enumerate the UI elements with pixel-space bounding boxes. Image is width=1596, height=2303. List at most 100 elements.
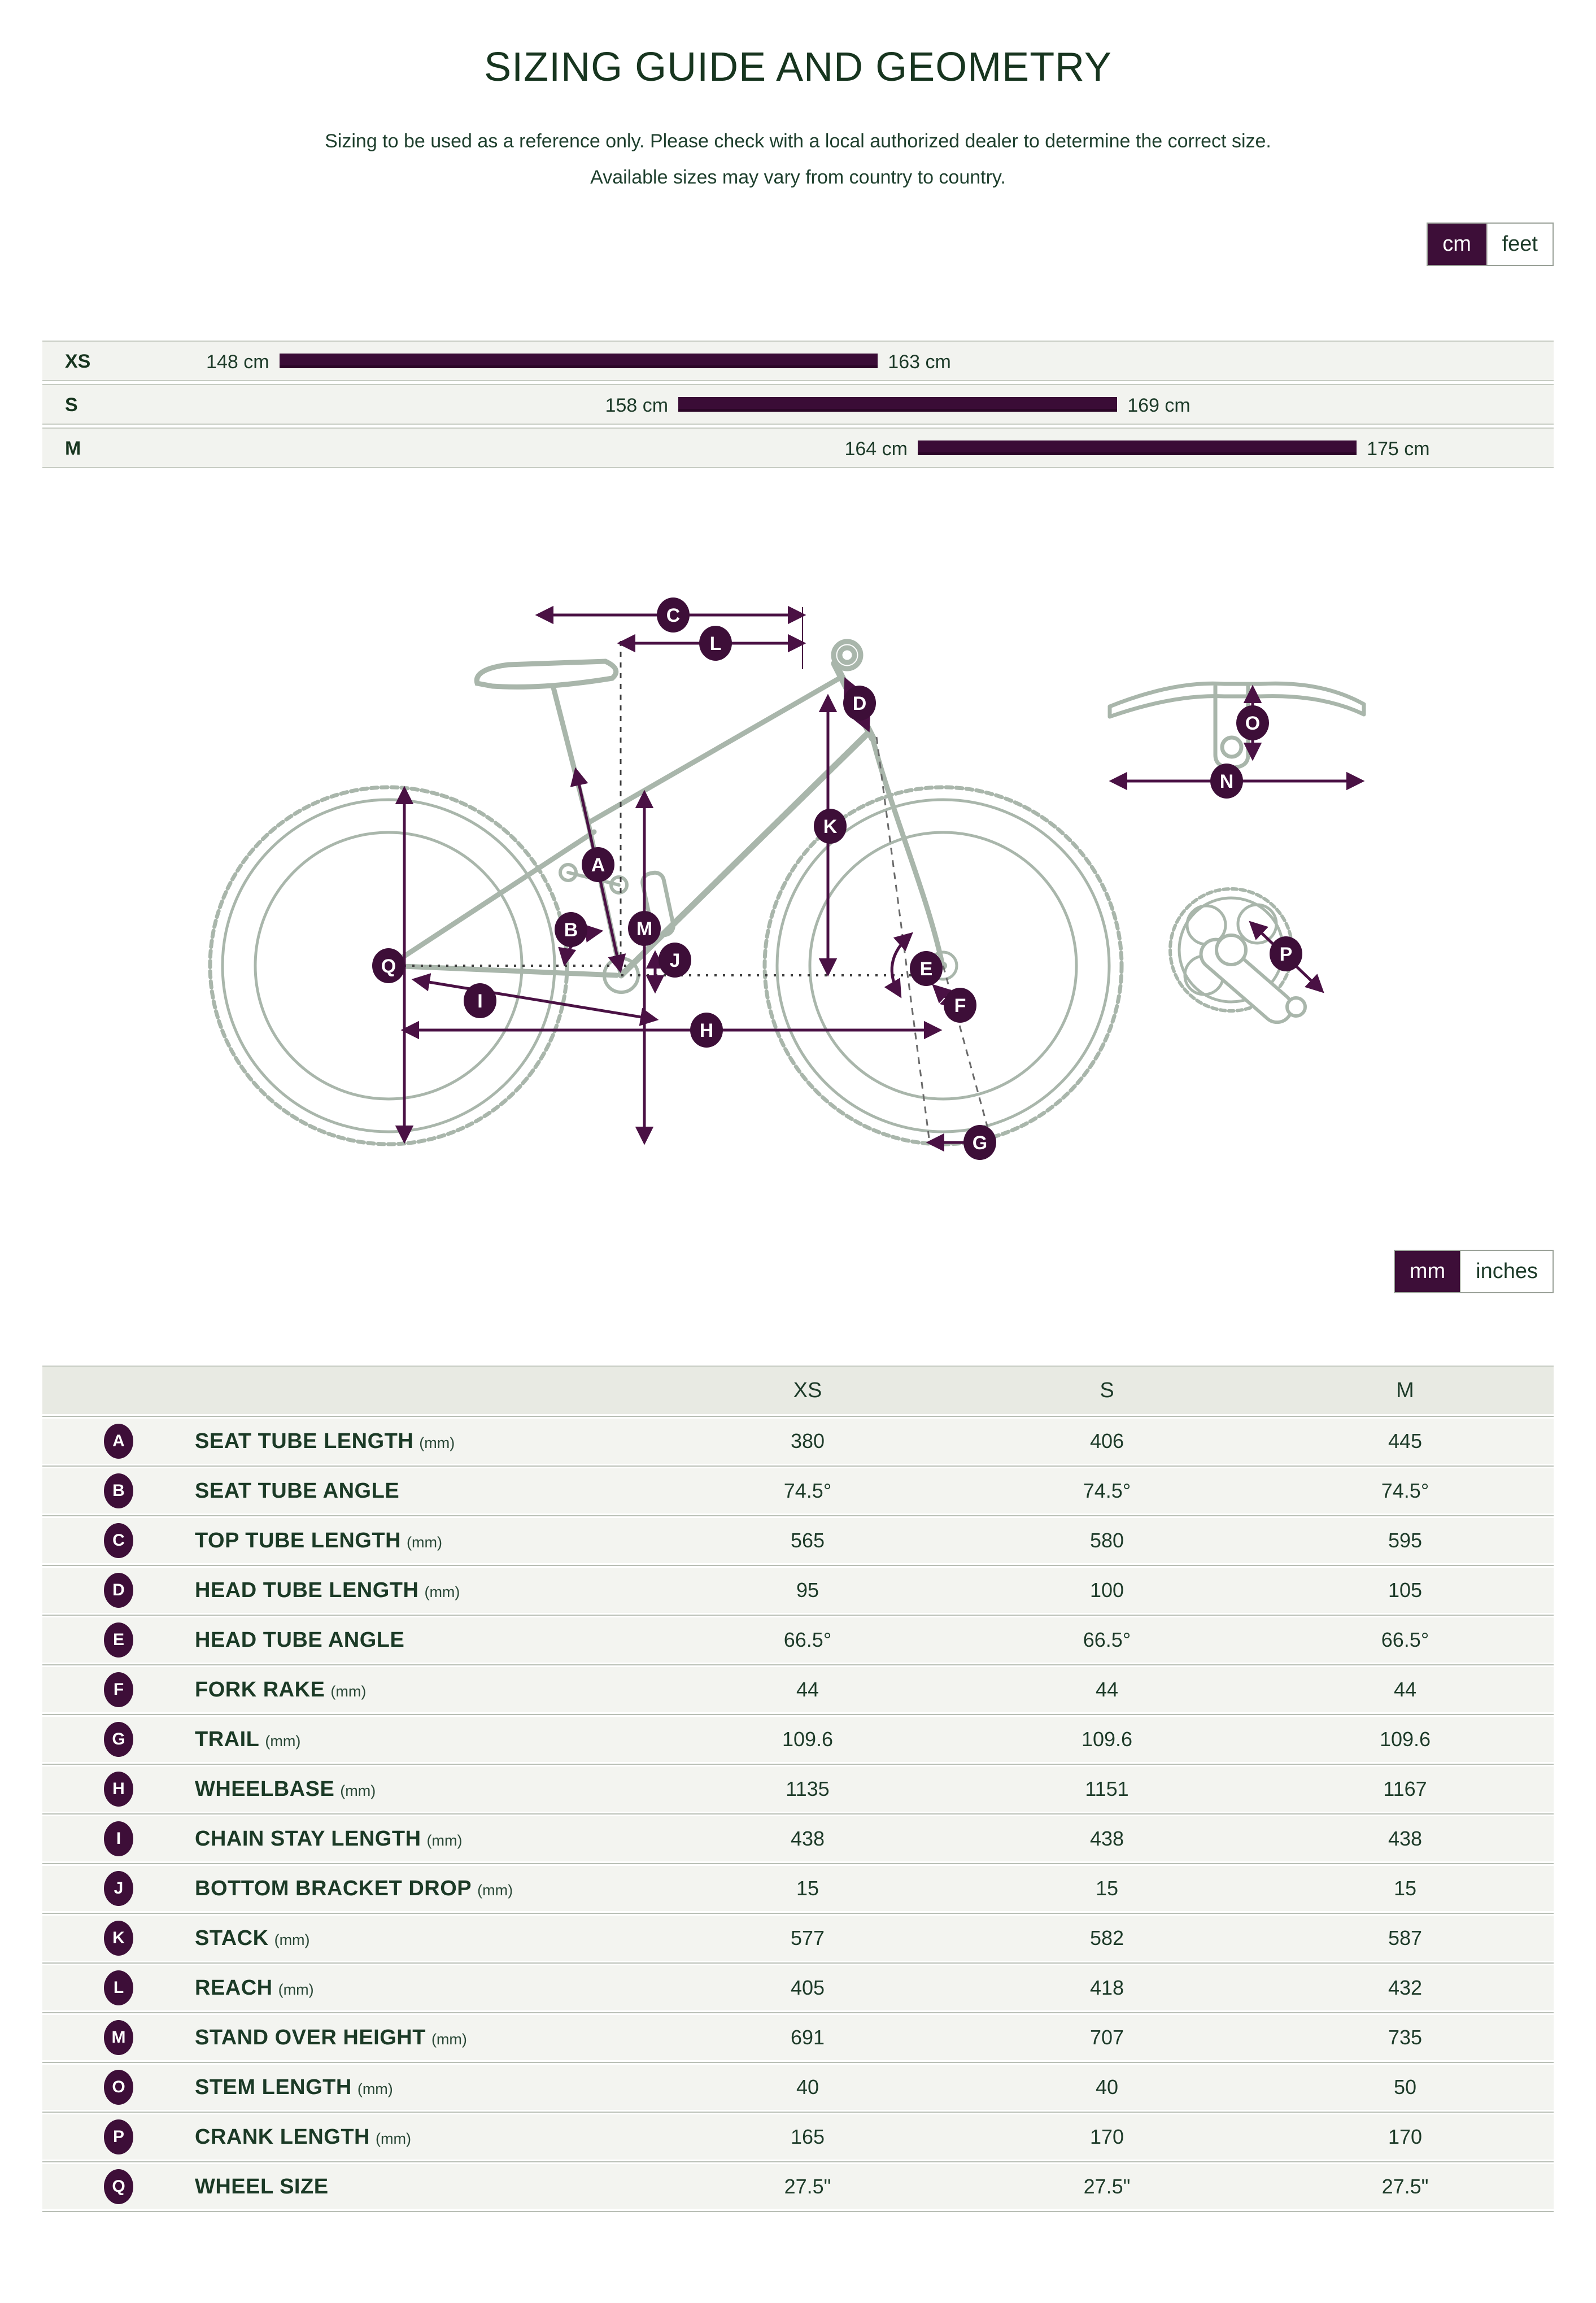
row-value: 40 <box>796 2075 819 2099</box>
row-unit: (mm) <box>357 2080 393 2097</box>
table-separator <box>42 2060 1554 2065</box>
table-separator <box>42 1663 1554 1667</box>
row-label: STEM LENGTH <box>195 2075 352 2099</box>
table-row: M STAND OVER HEIGHT (mm) 691 707 735 <box>42 2015 1554 2060</box>
row-letter-badge: G <box>104 1722 133 1757</box>
row-unit: (mm) <box>477 1881 513 1899</box>
row-value: 27.5" <box>1083 2175 1131 2198</box>
badge-n: N <box>1210 764 1243 799</box>
row-value: 582 <box>1089 1926 1124 1949</box>
svg-text:E: E <box>920 958 933 980</box>
svg-text:M: M <box>636 918 652 940</box>
badge-c: C <box>657 597 690 633</box>
toggle-cm[interactable]: cm <box>1427 224 1486 265</box>
row-value: 50 <box>1393 2075 1417 2099</box>
row-value: 1135 <box>786 1777 830 1800</box>
table-separator <box>42 1911 1554 1916</box>
row-unit: (mm) <box>265 1732 301 1750</box>
badge-d: D <box>843 686 876 721</box>
row-label: WHEELBASE <box>195 1777 335 1801</box>
svg-text:D: D <box>853 693 867 714</box>
subtitle-line-2: Available sizes may vary from country to… <box>590 167 1006 188</box>
badge-i: I <box>464 983 496 1018</box>
range-min-label: 158 cm <box>605 395 669 416</box>
range-bar <box>279 354 878 368</box>
range-max-label: 175 cm <box>1367 438 1430 460</box>
row-value: 380 <box>790 1429 825 1453</box>
height-unit-toggle: cm feet <box>1426 223 1554 266</box>
geometry-unit-toggle-row: mm inches <box>0 1250 1596 1293</box>
table-row: C TOP TUBE LENGTH (mm) 565 580 595 <box>42 1518 1554 1563</box>
row-unit: (mm) <box>330 1682 367 1700</box>
row-label: HEAD TUBE ANGLE <box>195 1628 405 1652</box>
row-label: CHAIN STAY LENGTH <box>195 1826 421 1851</box>
badge-q: Q <box>372 948 405 983</box>
row-letter-badge: O <box>104 2070 133 2105</box>
row-value: 438 <box>790 1827 825 1850</box>
table-row: O STEM LENGTH (mm) 40 40 50 <box>42 2065 1554 2110</box>
row-value: 405 <box>790 1976 825 1999</box>
row-unit: (mm) <box>426 1831 463 1849</box>
badge-j: J <box>659 943 691 978</box>
row-label: TOP TUBE LENGTH <box>195 1528 402 1552</box>
badge-e: E <box>910 951 943 986</box>
row-value: 109.6 <box>782 1728 834 1751</box>
row-value: 74.5° <box>783 1479 832 1502</box>
table-separator <box>42 2010 1554 2015</box>
row-letter-badge: D <box>104 1573 133 1608</box>
table-row: F FORK RAKE (mm) 44 44 44 <box>42 1667 1554 1712</box>
row-value: 66.5° <box>1083 1628 1131 1651</box>
size-range-row: M 164 cm 175 cm <box>42 428 1554 468</box>
badge-o: O <box>1236 705 1269 740</box>
table-row: J BOTTOM BRACKET DROP (mm) 15 15 15 <box>42 1866 1554 1911</box>
row-letter-badge: I <box>104 1821 133 1856</box>
table-row: L REACH (mm) 405 418 432 <box>42 1965 1554 2010</box>
svg-text:C: C <box>666 605 681 626</box>
range-max-label: 163 cm <box>888 351 951 373</box>
range-bar <box>917 440 1357 455</box>
row-unit: (mm) <box>407 1533 442 1551</box>
row-value: 100 <box>1089 1578 1124 1602</box>
row-unit: (mm) <box>340 1782 376 1799</box>
crank-diagram <box>1168 887 1307 1024</box>
row-letter-badge: H <box>104 1772 133 1807</box>
row-letter-badge: E <box>104 1622 133 1658</box>
row-unit: (mm) <box>375 2130 411 2147</box>
row-label: WHEEL SIZE <box>195 2174 329 2199</box>
toggle-inches[interactable]: inches <box>1460 1251 1553 1292</box>
row-letter-badge: F <box>104 1672 133 1707</box>
row-value: 595 <box>1388 1529 1423 1552</box>
page-title: SIZING GUIDE AND GEOMETRY <box>484 45 1112 90</box>
row-value: 95 <box>796 1578 819 1602</box>
table-separator <box>42 1961 1554 1965</box>
range-bar <box>678 397 1118 412</box>
table-separator <box>42 1513 1554 1518</box>
row-value: 735 <box>1388 2026 1423 2049</box>
row-value: 66.5° <box>783 1628 832 1651</box>
badge-b: B <box>555 912 587 947</box>
badge-l: L <box>699 626 732 661</box>
row-label: BOTTOM BRACKET DROP <box>195 1876 472 1900</box>
row-value: 707 <box>1089 2026 1124 2049</box>
row-value: 105 <box>1388 1578 1423 1602</box>
row-value: 66.5° <box>1381 1628 1429 1651</box>
row-value: 445 <box>1388 1429 1423 1453</box>
svg-text:J: J <box>670 950 681 971</box>
row-letter-badge: M <box>104 2020 133 2055</box>
row-value: 27.5" <box>1381 2175 1429 2198</box>
table-row: H WHEELBASE (mm) 1135 1151 1167 <box>42 1766 1554 1812</box>
row-label: STAND OVER HEIGHT <box>195 2025 426 2049</box>
row-value: 438 <box>1089 1827 1124 1850</box>
range-min-label: 164 cm <box>844 438 908 460</box>
toggle-feet[interactable]: feet <box>1486 224 1553 265</box>
svg-text:P: P <box>1280 944 1293 965</box>
badge-m: M <box>628 911 661 946</box>
table-row: E HEAD TUBE ANGLE 66.5° 66.5° 66.5° <box>42 1617 1554 1663</box>
table-row: Q WHEEL SIZE 27.5" 27.5" 27.5" <box>42 2164 1554 2209</box>
row-value: 15 <box>1393 1877 1417 1900</box>
toggle-mm[interactable]: mm <box>1394 1251 1460 1292</box>
badge-p: P <box>1270 936 1302 971</box>
size-range-row: S 158 cm 169 cm <box>42 384 1554 425</box>
table-row: P CRANK LENGTH (mm) 165 170 170 <box>42 2114 1554 2160</box>
row-letter-badge: A <box>104 1424 133 1459</box>
